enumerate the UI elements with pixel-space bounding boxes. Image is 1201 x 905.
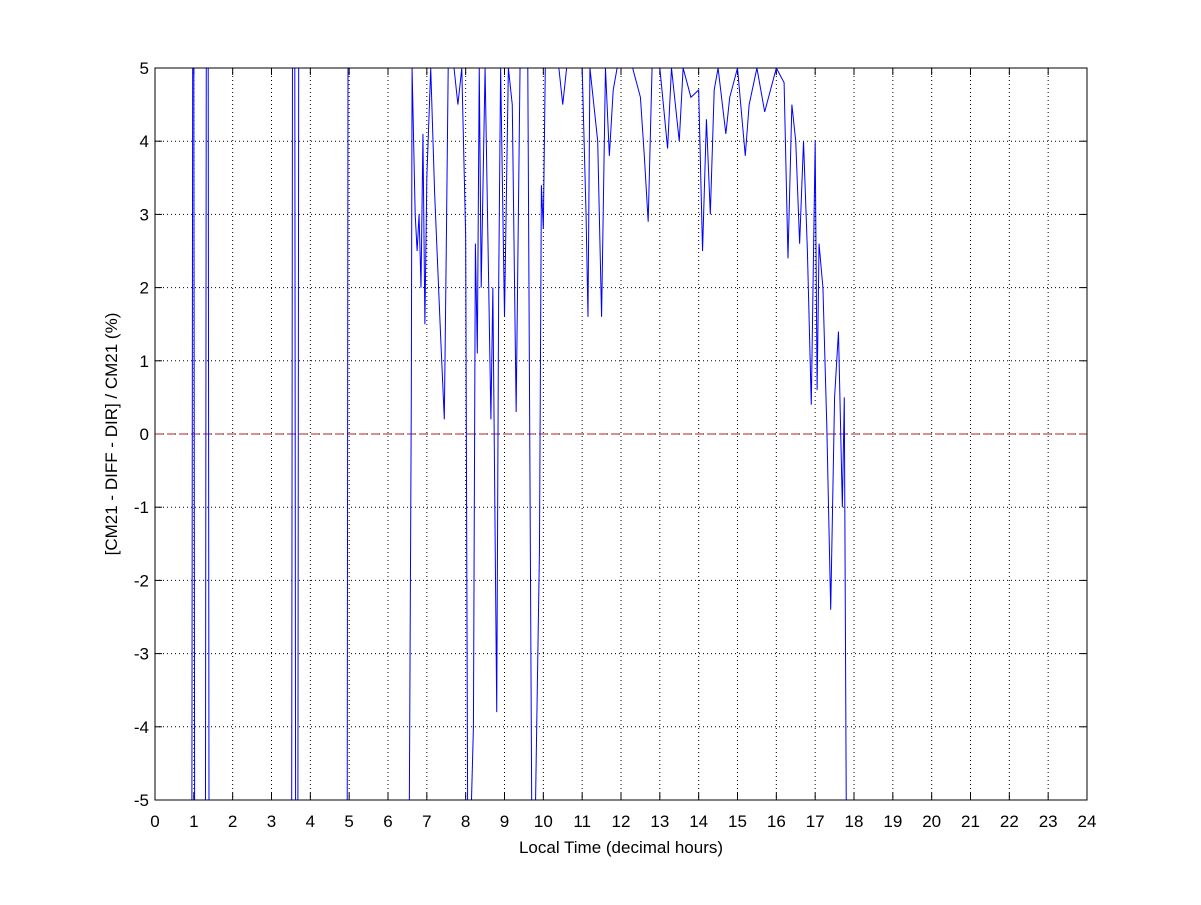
x-tick-label: 11 bbox=[573, 812, 591, 831]
y-tick-label: 2 bbox=[140, 279, 149, 298]
x-axis-label: Local Time (decimal hours) bbox=[519, 838, 723, 857]
y-tick-label: -1 bbox=[134, 498, 149, 517]
y-tick-label: 4 bbox=[140, 132, 149, 151]
x-tick-label: 19 bbox=[883, 812, 902, 831]
x-tick-label: 5 bbox=[344, 812, 353, 831]
x-tick-label: 14 bbox=[689, 812, 708, 831]
x-tick-label: 22 bbox=[1000, 812, 1019, 831]
x-tick-label: 12 bbox=[612, 812, 631, 831]
y-tick-label: -5 bbox=[134, 791, 149, 810]
x-tick-label: 17 bbox=[806, 812, 825, 831]
x-tick-label: 9 bbox=[500, 812, 509, 831]
x-tick-label: 21 bbox=[961, 812, 980, 831]
x-tick-label: 10 bbox=[534, 812, 553, 831]
x-tick-label: 4 bbox=[306, 812, 315, 831]
x-tick-label: 8 bbox=[461, 812, 470, 831]
y-axis-label: [CM21 - DIFF - DIR] / CM21 (%) bbox=[102, 313, 121, 556]
y-tick-label: 5 bbox=[140, 59, 149, 78]
y-tick-label: 0 bbox=[140, 425, 149, 444]
x-tick-label: 6 bbox=[383, 812, 392, 831]
data-line bbox=[191, 68, 847, 800]
x-tick-label: 15 bbox=[728, 812, 747, 831]
x-tick-label: 16 bbox=[767, 812, 786, 831]
x-tick-label: 7 bbox=[422, 812, 431, 831]
x-tick-label: 24 bbox=[1078, 812, 1097, 831]
y-tick-label: 3 bbox=[140, 205, 149, 224]
x-tick-label: 3 bbox=[267, 812, 276, 831]
y-tick-label: -3 bbox=[134, 645, 149, 664]
x-tick-label: 18 bbox=[845, 812, 864, 831]
x-tick-label: 1 bbox=[189, 812, 198, 831]
x-tick-label: 20 bbox=[922, 812, 941, 831]
y-tick-label: 1 bbox=[140, 352, 149, 371]
x-tick-label: 2 bbox=[228, 812, 237, 831]
x-tick-label: 0 bbox=[150, 812, 159, 831]
y-tick-label: -4 bbox=[134, 718, 149, 737]
y-tick-label: -2 bbox=[134, 571, 149, 590]
x-tick-label: 23 bbox=[1039, 812, 1058, 831]
plot-frame bbox=[154, 67, 1088, 801]
x-tick-label: 13 bbox=[650, 812, 669, 831]
